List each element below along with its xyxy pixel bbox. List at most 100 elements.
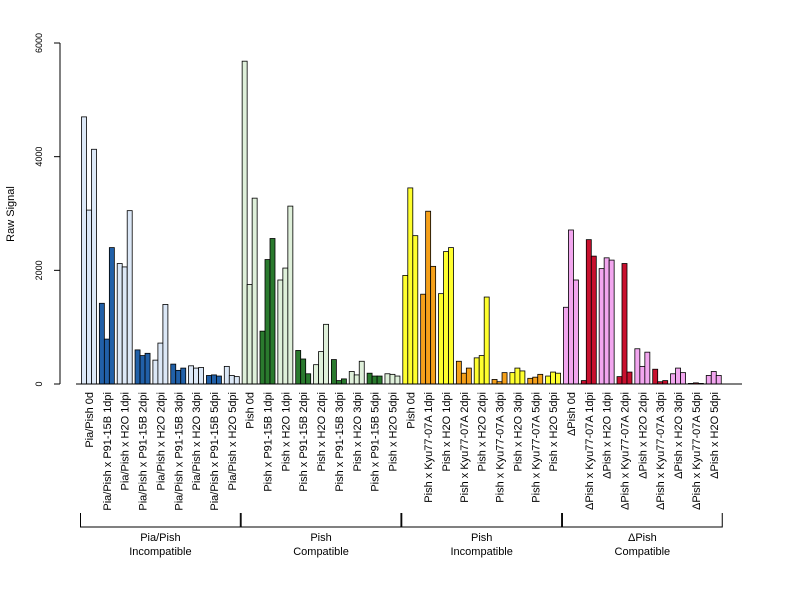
bar (193, 367, 200, 385)
bar (134, 349, 141, 385)
bar (246, 284, 253, 385)
bar (563, 306, 569, 385)
x-tick-label: Pia/Pish x P91-15B 2dpi (138, 392, 150, 511)
bar (465, 367, 472, 385)
bar (652, 368, 659, 385)
y-axis: 0 2000 4000 6000 (34, 33, 61, 387)
bar (144, 352, 151, 385)
bars (81, 60, 722, 385)
bar (323, 323, 329, 385)
bar (198, 367, 205, 385)
x-tick-label: ΔPish x H2O 3dpi (673, 392, 685, 479)
bar (644, 351, 651, 385)
x-tick-label: Pia/Pish x H2O 5dpi (227, 392, 239, 490)
bar (170, 363, 177, 385)
bar (157, 342, 164, 385)
bar (608, 259, 615, 385)
x-tick-label: Pia/Pish x H2O 1dpi (120, 392, 132, 490)
bar (545, 375, 551, 385)
bar (662, 380, 669, 385)
x-tick-label: Pish x H2O 1dpi (280, 392, 292, 471)
bar (91, 148, 97, 385)
x-tick-label: ΔPish x Kyu77-07A 1dpi (584, 392, 596, 510)
x-tick-label: Pia/Pish x H2O 2dpi (155, 392, 167, 490)
group-label-line2: Compatible (615, 546, 671, 558)
bar (473, 357, 480, 385)
y-tick-label: 4000 (34, 147, 44, 167)
group-bracket (561, 513, 723, 528)
x-tick-label: Pia/Pish x P91-15B 5dpi (209, 392, 221, 511)
bar (318, 351, 324, 385)
bar (407, 187, 414, 385)
x-tick-label: Pish x Kyu77-07A 3dpi (495, 392, 507, 503)
bar (384, 373, 391, 385)
group-label-line1: Pish (471, 532, 492, 544)
bar (616, 376, 623, 385)
bar (223, 365, 230, 385)
bar (430, 265, 437, 385)
bar (188, 365, 195, 385)
x-tick-label: Pia/Pish x H2O 3dpi (191, 392, 203, 490)
x-tick-label: Pish x P91-15B 3dpi (334, 392, 346, 492)
bar (206, 375, 212, 385)
bar (313, 364, 319, 385)
y-tick-label: 0 (34, 381, 44, 386)
bar (514, 367, 521, 385)
bar (358, 360, 365, 385)
bar (670, 373, 676, 385)
x-tick-label: Pish x H2O 2dpi (316, 392, 328, 471)
bar (330, 359, 337, 385)
bar (348, 371, 355, 385)
x-tick-label: Pish x P91-15B 2dpi (298, 392, 310, 492)
bar (389, 373, 396, 385)
bar (580, 380, 587, 385)
bar (519, 370, 526, 385)
x-tick-label: Pia/Pish x P91-15B 1dpi (102, 392, 114, 511)
bar (241, 60, 248, 385)
bar (251, 197, 258, 385)
x-tick-label: ΔPish x H2O 1dpi (602, 392, 614, 479)
y-tick-label: 2000 (34, 260, 44, 280)
bar (121, 266, 128, 385)
group-label-line1: Pia/Pish (140, 532, 180, 544)
bar (634, 348, 641, 385)
bar (455, 360, 462, 385)
x-tick-label: Pish x H2O 3dpi (352, 392, 364, 471)
bar (626, 371, 633, 385)
bar (573, 279, 579, 385)
bar (139, 355, 146, 385)
bar (705, 375, 712, 385)
bar (335, 380, 342, 385)
bar (371, 375, 378, 385)
x-tick-label: Pish x P91-15B 5dpi (370, 392, 382, 492)
x-tick-label: ΔPish x Kyu77-07A 3dpi (655, 392, 667, 510)
bar (460, 372, 467, 385)
bar (126, 210, 133, 385)
x-tick-label: ΔPish x Kyu77-07A 5dpi (691, 392, 703, 510)
bar (233, 376, 240, 385)
bar (277, 279, 284, 385)
bar (491, 379, 498, 385)
bar (412, 235, 419, 385)
bar (550, 371, 556, 385)
bar (675, 367, 681, 385)
bar (305, 373, 312, 385)
x-tick-label: Pia/Pish x P91-15B 3dpi (173, 392, 185, 511)
x-tick-label: Pia/Pish 0d (84, 392, 96, 448)
y-axis-title: Raw Signal (5, 186, 17, 242)
bar (81, 116, 87, 385)
x-axis-tick-labels: Pia/Pish 0d Pia/Pish x P91-15B 1dpi Pia/Pi… (84, 392, 721, 511)
x-tick-label: Pish x H2O 3dpi (512, 392, 524, 471)
bar (269, 238, 276, 385)
group-bracket (80, 513, 241, 528)
x-tick-label: ΔPish 0d (566, 392, 578, 436)
bar (483, 296, 490, 385)
bar (639, 365, 646, 385)
x-tick-label: Pish x P91-15B 1dpi (263, 392, 275, 492)
bar (98, 302, 105, 385)
bar (366, 372, 373, 385)
group-brackets: Pia/Pish Incompatible Pish Compatible Pish In… (80, 513, 723, 558)
bar (152, 359, 159, 385)
bar (420, 293, 427, 385)
